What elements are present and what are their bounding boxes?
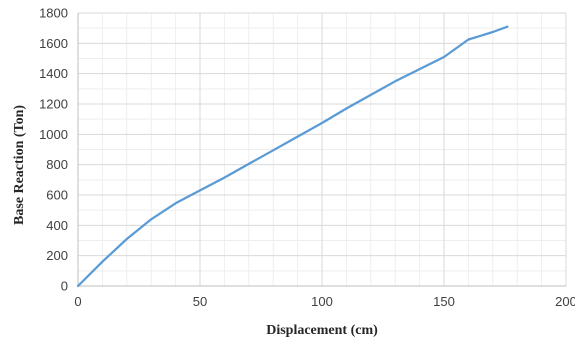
x-axis-title: Displacement (cm) <box>266 323 378 338</box>
y-tick-label: 800 <box>46 157 68 172</box>
x-tick-label: 0 <box>74 294 81 309</box>
x-tick-label: 200 <box>555 294 575 309</box>
y-tick-labels: 0 200 400 600 800 1000 1200 1400 1600 1800 <box>39 6 68 294</box>
x-tick-labels: 0 50 100 150 200 <box>74 294 575 309</box>
series-line <box>76 25 509 288</box>
y-tick-label: 1200 <box>39 97 68 112</box>
x-tick-label: 150 <box>433 294 455 309</box>
y-tick-label: 1600 <box>39 36 68 51</box>
y-tick-label: 1000 <box>39 127 68 142</box>
y-tick-label: 400 <box>46 218 68 233</box>
y-tick-label: 600 <box>46 188 68 203</box>
y-tick-label: 1800 <box>39 6 68 21</box>
x-tick-label: 50 <box>193 294 207 309</box>
x-tick-label: 100 <box>311 294 333 309</box>
y-tick-label: 1400 <box>39 66 68 81</box>
y-tick-label: 200 <box>46 248 68 263</box>
y-tick-label: 0 <box>61 279 68 294</box>
series-group <box>76 25 509 288</box>
y-axis-title: Base Reaction (Ton) <box>12 105 27 225</box>
axes <box>77 13 566 287</box>
